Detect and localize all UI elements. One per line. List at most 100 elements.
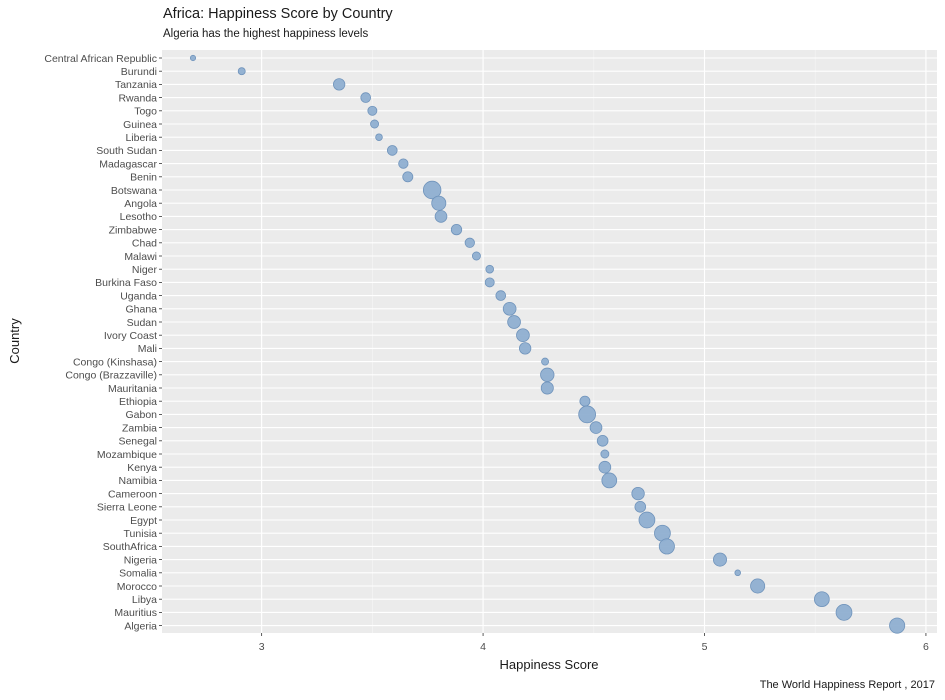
data-point [540,381,554,395]
data-point [471,251,481,261]
y-tick-label: Angola [124,198,157,210]
data-point [495,290,507,301]
y-tick-label: Sudan [127,317,158,329]
data-point [541,357,550,366]
y-tick-label: Morocco [117,581,157,593]
y-tick-label: Congo (Kinshasa) [73,356,157,368]
data-point [734,569,741,577]
data-point [402,171,414,183]
data-point [237,67,246,76]
y-tick-label: Uganda [120,290,157,302]
y-tick-label: Namibia [118,475,157,487]
data-point [484,277,495,288]
y-tick-label: Ivory Coast [104,330,157,342]
chart-title: Africa: Happiness Score by Country [163,6,393,22]
data-point [333,78,346,91]
data-point [600,449,610,459]
y-tick-label: Ghana [125,304,157,316]
data-point [750,578,766,594]
x-tick-label: 3 [259,641,265,653]
x-axis-ticks: 3 4 5 6 [259,633,929,653]
y-tick-label: Egypt [130,515,157,527]
y-tick-label: Burundi [121,66,157,78]
y-tick-label: Nigeria [124,554,157,566]
y-tick-label: Malawi [124,251,157,263]
data-point [386,145,398,156]
chart-subtitle: Algeria has the highest happiness levels [163,28,369,40]
y-tick-label: Mozambique [97,449,157,461]
data-point [579,395,591,407]
y-tick-label: Tanzania [115,79,157,91]
y-tick-label: Mali [138,343,157,355]
y-tick-label: Gabon [125,409,157,421]
y-tick-label: Cameroon [108,488,157,500]
data-point [519,342,532,355]
y-tick-label: Sierra Leone [97,502,157,514]
data-point [375,133,383,141]
data-point [450,223,463,236]
data-point [189,54,197,62]
y-tick-label: Somalia [119,568,157,580]
data-point [360,92,372,103]
y-tick-label: Libya [132,594,157,606]
points-layer [189,54,906,634]
y-tick-label: Niger [132,264,158,276]
y-tick-label: Tunisia [124,528,158,540]
data-point [596,434,609,447]
data-point [485,264,494,274]
y-axis-title: Country [7,318,22,364]
y-tick-label: Liberia [125,132,157,144]
data-point [658,538,675,555]
y-tick-label: Congo (Brazzaville) [65,370,157,382]
y-tick-label: Algeria [124,620,157,632]
data-point [835,604,853,621]
y-tick-label: Zimbabwe [109,224,158,236]
data-point [578,405,597,424]
y-tick-label: SouthAfrica [103,541,157,553]
data-point [398,158,409,169]
y-tick-label: Burkina Faso [95,277,157,289]
y-tick-label: Chad [132,238,157,250]
y-tick-label: Senegal [118,436,157,448]
data-point [507,315,521,329]
y-tick-label: Mauritania [108,383,157,395]
data-point [464,237,475,248]
y-tick-label: Madagascar [99,158,157,170]
y-tick-label: Guinea [123,119,157,131]
data-point [422,180,442,200]
data-point [638,511,656,529]
data-point [434,210,448,223]
y-tick-label: South Sudan [96,145,157,157]
y-tick-label: Rwanda [118,92,157,104]
y-tick-label: Ethiopia [119,396,157,408]
data-point [370,119,380,129]
y-tick-label: Mauritius [114,607,157,619]
x-tick-label: 6 [923,641,929,653]
y-tick-label: Botswana [111,185,157,197]
y-axis-ticks: Central African RepublicBurundiTanzaniaR… [44,53,162,632]
data-point [814,591,830,608]
y-tick-label: Central African Republic [44,53,157,65]
data-point [598,460,612,474]
data-point [631,486,645,501]
data-point [601,472,618,489]
data-point [540,367,555,382]
y-tick-label: Lesotho [120,211,158,223]
data-point [713,552,727,567]
y-tick-label: Benin [130,172,157,184]
data-point [516,328,530,343]
x-tick-label: 4 [480,641,486,653]
y-tick-label: Zambia [122,422,157,434]
data-point [367,105,378,116]
x-axis-title: Happiness Score [500,657,599,672]
y-tick-label: Togo [134,106,157,118]
data-point [502,301,517,316]
data-point [431,195,447,211]
y-tick-label: Kenya [127,462,157,474]
chart-caption: The World Happiness Report , 2017 [759,679,935,691]
data-point [589,421,603,434]
data-point [889,617,906,634]
x-tick-label: 5 [702,641,708,653]
plot-panel [162,50,937,633]
